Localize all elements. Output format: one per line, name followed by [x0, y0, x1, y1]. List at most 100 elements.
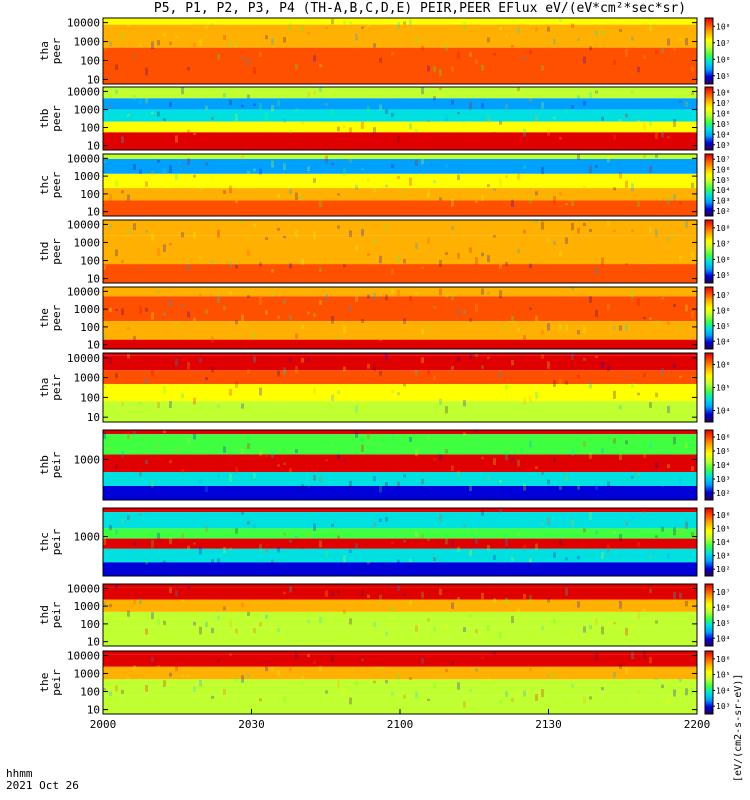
spectrogram-band	[103, 158, 697, 174]
y-axis-label-species: peir	[50, 374, 63, 401]
x-tick-label: 2200	[684, 718, 711, 731]
spectrogram-texture	[391, 389, 394, 394]
spectrogram-texture	[301, 484, 304, 489]
spectrogram-texture	[565, 237, 568, 244]
panel-tha-peir: 10 100 1000 10000 tha peir 10⁴ 10⁵ 10⁶	[38, 352, 730, 424]
spectrogram-texture	[565, 380, 568, 385]
spectrogram-texture	[229, 620, 232, 628]
spectrogram-texture	[265, 548, 268, 553]
spectrogram-texture	[181, 469, 184, 474]
spectrogram-texture	[595, 483, 598, 490]
spectrogram-texture	[187, 674, 190, 678]
spectrogram-texture	[133, 665, 136, 670]
spectrogram-texture	[601, 289, 604, 293]
spectrogram-texture	[385, 482, 388, 487]
spectrogram-texture	[439, 454, 442, 461]
spectrogram-texture	[409, 559, 412, 563]
spectrogram-texture	[421, 658, 424, 664]
spectrogram-texture	[541, 354, 544, 359]
spectrogram-texture	[181, 164, 184, 168]
spectrogram-texture	[403, 258, 406, 264]
spectrogram-texture	[529, 667, 532, 672]
spectrogram-texture	[325, 355, 328, 362]
spectrogram-texture	[385, 517, 388, 522]
spectrogram-texture	[115, 584, 118, 589]
spectrogram-texture	[265, 614, 268, 619]
spectrogram-texture	[169, 243, 172, 246]
spectrogram-texture	[151, 233, 154, 241]
spectrogram-texture	[397, 256, 400, 263]
spectrogram-texture	[313, 387, 316, 395]
y-tick-label: 100	[80, 255, 100, 268]
spectrogram-texture	[397, 392, 400, 396]
spectrogram-texture	[631, 229, 634, 233]
spectrogram-texture	[223, 240, 226, 246]
y-tick-label: 10000	[67, 285, 100, 298]
y-tick-label: 100	[80, 122, 100, 135]
spectrogram-texture	[181, 599, 184, 602]
spectrogram-texture	[235, 265, 238, 269]
spectrogram-texture	[259, 262, 262, 267]
spectrogram-texture	[643, 651, 646, 659]
spectrogram-texture	[385, 109, 388, 114]
y-tick-label: 10	[87, 273, 100, 286]
spectrogram-texture	[499, 631, 502, 639]
spectrogram-texture	[475, 200, 478, 204]
spectrogram-band	[103, 384, 697, 402]
spectrogram-texture	[643, 511, 646, 514]
spectrogram-texture	[415, 691, 418, 699]
spectrogram-texture	[181, 87, 184, 95]
y-axis-label-species: peer	[50, 304, 63, 331]
spectrogram-texture	[403, 99, 406, 107]
spectrogram-texture	[487, 37, 490, 43]
spectrogram-texture	[115, 529, 118, 535]
spectrogram-texture	[193, 133, 196, 136]
spectrogram-texture	[547, 129, 550, 136]
spectrogram-texture	[595, 355, 598, 358]
spectrogram-texture	[163, 32, 166, 36]
spectrogram-texture	[511, 45, 514, 48]
y-tick-label: 1000	[74, 36, 101, 49]
spectrogram-texture	[319, 477, 322, 482]
spectrogram-texture	[313, 178, 316, 183]
spectrogram-texture	[601, 687, 604, 691]
spectrogram-texture	[289, 130, 292, 134]
spectrogram-texture	[175, 35, 178, 39]
spectrogram-texture	[157, 248, 160, 257]
spectrogram-texture	[445, 115, 448, 122]
spectrogram-texture	[313, 660, 316, 665]
spectrogram-texture	[241, 104, 244, 108]
spectrogram-texture	[685, 688, 688, 696]
spectrogram-texture	[193, 433, 196, 440]
x-tick-label: 2130	[535, 718, 562, 731]
spectrogram-texture	[181, 533, 184, 540]
spectrogram-texture	[421, 87, 424, 95]
spectrogram-texture	[289, 667, 292, 672]
spectrogram-texture	[115, 308, 118, 312]
spectrogram-texture	[229, 41, 232, 49]
spectrogram-texture	[145, 97, 148, 104]
spectrogram-texture	[223, 35, 226, 40]
spectrogram-texture	[127, 610, 130, 617]
spectrogram-texture	[595, 652, 598, 660]
y-tick-label: 100	[80, 686, 100, 699]
spectrogram-texture	[595, 309, 598, 317]
spectrogram-texture	[235, 41, 238, 45]
spectrogram-texture	[577, 485, 580, 490]
spectrogram-texture	[343, 609, 346, 615]
spectrogram-texture	[577, 95, 580, 99]
spectrogram-texture	[295, 64, 298, 70]
y-tick-label: 1000	[74, 372, 101, 385]
spectrogram-texture	[535, 27, 538, 32]
spectrogram-texture	[391, 541, 394, 545]
spectrogram-texture	[505, 261, 508, 266]
spectrogram-texture	[673, 234, 676, 238]
spectrogram-texture	[397, 22, 400, 30]
spectrogram-texture	[451, 99, 454, 105]
spectrogram-texture	[661, 47, 664, 53]
spectrogram-texture	[169, 165, 172, 173]
spectrogram-texture	[187, 311, 190, 318]
spectrogram-texture	[199, 118, 202, 121]
spectrogram-texture	[271, 38, 274, 45]
spectrogram-texture	[589, 451, 592, 459]
